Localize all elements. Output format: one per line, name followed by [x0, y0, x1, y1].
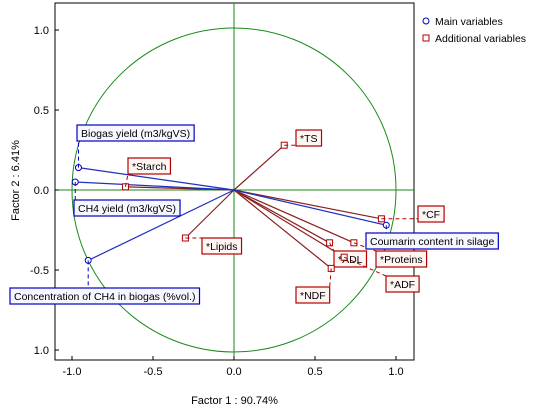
- additional-label: *Lipids: [201, 237, 243, 255]
- additional-vector: [233, 189, 355, 244]
- additional-label: *Starch: [127, 157, 172, 175]
- x-tick-label: -0.5: [144, 366, 163, 378]
- additional-label-text: *Starch: [132, 161, 167, 173]
- additional-vector: [233, 144, 285, 191]
- y-tick-label: 1.0: [34, 25, 49, 37]
- additional-label-text: *NDF: [300, 290, 326, 302]
- additional-label-text: *TS: [300, 133, 318, 145]
- additional-label: *ADL: [333, 250, 368, 268]
- additional-vector: [184, 189, 235, 239]
- additional-vector: [233, 189, 330, 244]
- main-vector: [75, 181, 235, 191]
- main-vector: [78, 167, 235, 191]
- main-label-text: Biogas yield (m3/kgVS): [81, 128, 190, 140]
- x-tick-label: -1.0: [63, 366, 82, 378]
- main-label-box: [73, 199, 181, 217]
- main-vector: [87, 189, 235, 261]
- additional-label: *CF: [417, 205, 445, 223]
- legend-label-additional: Additional variables: [435, 33, 526, 45]
- y-axis-title: Factor 2 : 6.41%: [10, 140, 22, 221]
- main-label-box: [9, 287, 201, 305]
- additional-label-leader: [124, 173, 129, 187]
- additional-label: *TS: [295, 129, 323, 147]
- main-label: Biogas yield (m3/kgVS): [76, 124, 195, 142]
- main-label: Concentration of CH4 in biogas (%vol.): [9, 287, 201, 305]
- additional-vector: [233, 189, 345, 258]
- additional-label-box: [127, 157, 172, 175]
- legend-marker-additional: [422, 34, 430, 42]
- y-tick-label: -0.5: [30, 265, 49, 277]
- y-tick-label: 0.5: [34, 105, 49, 117]
- legend-marker-main: [422, 17, 430, 25]
- main-label: Coumarin content in silage: [365, 232, 499, 250]
- main-label: CH4 yield (m3/kgVS): [73, 199, 181, 217]
- main-label-text: CH4 yield (m3/kgVS): [78, 203, 176, 215]
- additional-label-leader: [343, 256, 387, 277]
- additional-label-box: [375, 250, 428, 268]
- additional-label: *Proteins: [375, 250, 428, 268]
- x-tick-label: 0.5: [307, 366, 322, 378]
- legend: Main variables Additional variables: [422, 16, 526, 45]
- legend-label-main: Main variables: [435, 16, 503, 28]
- plot-layer: *TS *Starch *Lipids *CF *ADL *Proteins *NDF *AD…: [9, 3, 499, 360]
- y-tick-label: 0.0: [34, 185, 49, 197]
- y-tick-label: 1.0: [34, 345, 49, 357]
- additional-label-text: *ADF: [390, 279, 415, 291]
- additional-vector: [233, 189, 332, 269]
- x-tick-label: 0.0: [226, 366, 241, 378]
- additional-label-box: [295, 129, 323, 147]
- additional-label-text: *Lipids: [206, 241, 238, 253]
- main-label-box: [365, 232, 499, 250]
- main-vector: [233, 189, 387, 226]
- additional-label-text: *Proteins: [380, 254, 423, 266]
- main-label-box: [76, 124, 195, 142]
- additional-label-box: [385, 275, 420, 293]
- additional-label: *NDF: [295, 286, 331, 304]
- main-label-text: Coumarin content in silage: [370, 236, 494, 248]
- additional-label-leader: [329, 242, 335, 252]
- additional-label-box: [295, 286, 331, 304]
- main-label-text: Concentration of CH4 in biogas (%vol.): [14, 291, 196, 303]
- x-tick-label: 1.0: [388, 366, 403, 378]
- additional-label-box: [201, 237, 243, 255]
- additional-vector: [233, 189, 382, 220]
- additional-label-leader: [329, 268, 332, 288]
- ticks-layer: -1.0 -0.5 0.0 0.5 1.0 1.0 0.5 0.0 -0.5 1.0: [30, 25, 404, 378]
- x-axis-title: Factor 1 : 90.74%: [191, 395, 278, 407]
- additional-label-text: *CF: [422, 209, 440, 221]
- additional-label: *ADF: [385, 275, 420, 293]
- additional-label-box: [417, 205, 445, 223]
- additional-label-leader: [353, 242, 377, 252]
